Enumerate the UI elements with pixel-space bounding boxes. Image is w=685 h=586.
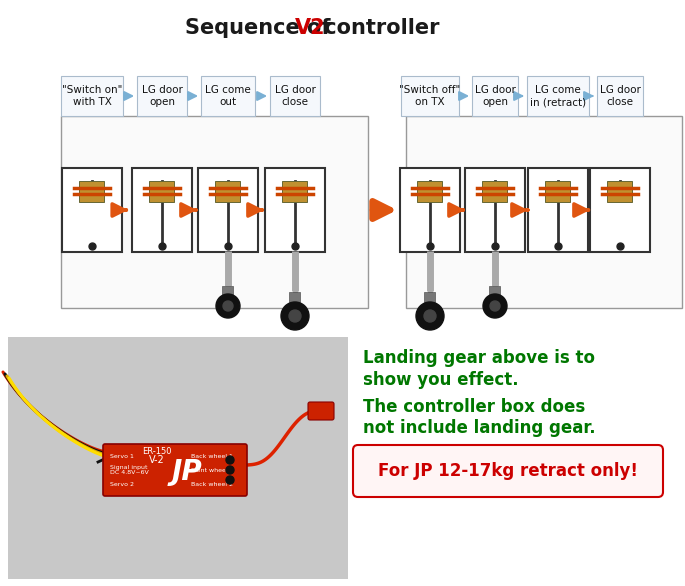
FancyBboxPatch shape bbox=[8, 337, 348, 579]
FancyBboxPatch shape bbox=[270, 76, 320, 116]
Text: ER-150: ER-150 bbox=[142, 448, 172, 456]
FancyBboxPatch shape bbox=[545, 180, 571, 202]
Circle shape bbox=[226, 456, 234, 464]
FancyBboxPatch shape bbox=[223, 285, 234, 298]
Text: show you effect.: show you effect. bbox=[363, 371, 519, 389]
FancyBboxPatch shape bbox=[425, 291, 436, 306]
FancyBboxPatch shape bbox=[149, 180, 175, 202]
FancyBboxPatch shape bbox=[472, 76, 518, 116]
Text: LG door
close: LG door close bbox=[599, 85, 640, 107]
Circle shape bbox=[281, 302, 309, 330]
FancyBboxPatch shape bbox=[597, 76, 643, 116]
Circle shape bbox=[490, 301, 500, 311]
FancyBboxPatch shape bbox=[103, 444, 247, 496]
FancyBboxPatch shape bbox=[353, 445, 663, 497]
Text: The controller box does: The controller box does bbox=[363, 398, 585, 416]
FancyBboxPatch shape bbox=[198, 168, 258, 252]
Text: not include landing gear.: not include landing gear. bbox=[363, 419, 596, 437]
FancyBboxPatch shape bbox=[290, 291, 301, 306]
Text: Servo 1: Servo 1 bbox=[110, 454, 134, 458]
FancyBboxPatch shape bbox=[282, 180, 308, 202]
Text: LG door
close: LG door close bbox=[275, 85, 315, 107]
Text: For JP 12-17kg retract only!: For JP 12-17kg retract only! bbox=[378, 462, 638, 480]
Text: LG come
out: LG come out bbox=[205, 85, 251, 107]
Text: Signal input
DC 4.8V~6V: Signal input DC 4.8V~6V bbox=[110, 465, 149, 475]
Text: LG door
open: LG door open bbox=[142, 85, 182, 107]
FancyBboxPatch shape bbox=[265, 168, 325, 252]
Text: Landing gear above is to: Landing gear above is to bbox=[363, 349, 595, 367]
FancyBboxPatch shape bbox=[400, 168, 460, 252]
Circle shape bbox=[289, 310, 301, 322]
Circle shape bbox=[483, 294, 507, 318]
FancyBboxPatch shape bbox=[137, 76, 187, 116]
FancyBboxPatch shape bbox=[465, 168, 525, 252]
FancyBboxPatch shape bbox=[132, 168, 192, 252]
FancyBboxPatch shape bbox=[406, 116, 682, 308]
FancyBboxPatch shape bbox=[482, 180, 508, 202]
Circle shape bbox=[226, 466, 234, 474]
FancyBboxPatch shape bbox=[62, 168, 122, 252]
FancyBboxPatch shape bbox=[61, 116, 368, 308]
Text: Servo 2: Servo 2 bbox=[110, 482, 134, 486]
FancyBboxPatch shape bbox=[528, 168, 588, 252]
FancyBboxPatch shape bbox=[216, 180, 240, 202]
FancyBboxPatch shape bbox=[608, 180, 632, 202]
FancyBboxPatch shape bbox=[308, 402, 334, 420]
FancyBboxPatch shape bbox=[79, 180, 105, 202]
FancyBboxPatch shape bbox=[590, 168, 650, 252]
Text: Sequence of: Sequence of bbox=[185, 18, 338, 38]
FancyBboxPatch shape bbox=[417, 180, 443, 202]
FancyBboxPatch shape bbox=[61, 76, 123, 116]
Circle shape bbox=[223, 301, 233, 311]
FancyBboxPatch shape bbox=[401, 76, 459, 116]
Text: Back wheel 1: Back wheel 1 bbox=[191, 454, 233, 458]
Circle shape bbox=[226, 476, 234, 484]
Text: LG come
in (retract): LG come in (retract) bbox=[530, 85, 586, 107]
Circle shape bbox=[416, 302, 444, 330]
Text: "Switch off"
on TX: "Switch off" on TX bbox=[399, 85, 460, 107]
Text: controller: controller bbox=[317, 18, 440, 38]
Text: Back wheel 2: Back wheel 2 bbox=[191, 482, 233, 486]
Text: LG door
open: LG door open bbox=[475, 85, 515, 107]
FancyBboxPatch shape bbox=[527, 76, 589, 116]
FancyBboxPatch shape bbox=[201, 76, 255, 116]
Text: JP: JP bbox=[172, 458, 202, 486]
Circle shape bbox=[216, 294, 240, 318]
Text: V2: V2 bbox=[295, 18, 325, 38]
FancyBboxPatch shape bbox=[490, 285, 501, 298]
Text: "Switch on"
with TX: "Switch on" with TX bbox=[62, 85, 122, 107]
Circle shape bbox=[424, 310, 436, 322]
Text: Front wheel: Front wheel bbox=[191, 468, 227, 472]
Text: V-2: V-2 bbox=[149, 455, 165, 465]
